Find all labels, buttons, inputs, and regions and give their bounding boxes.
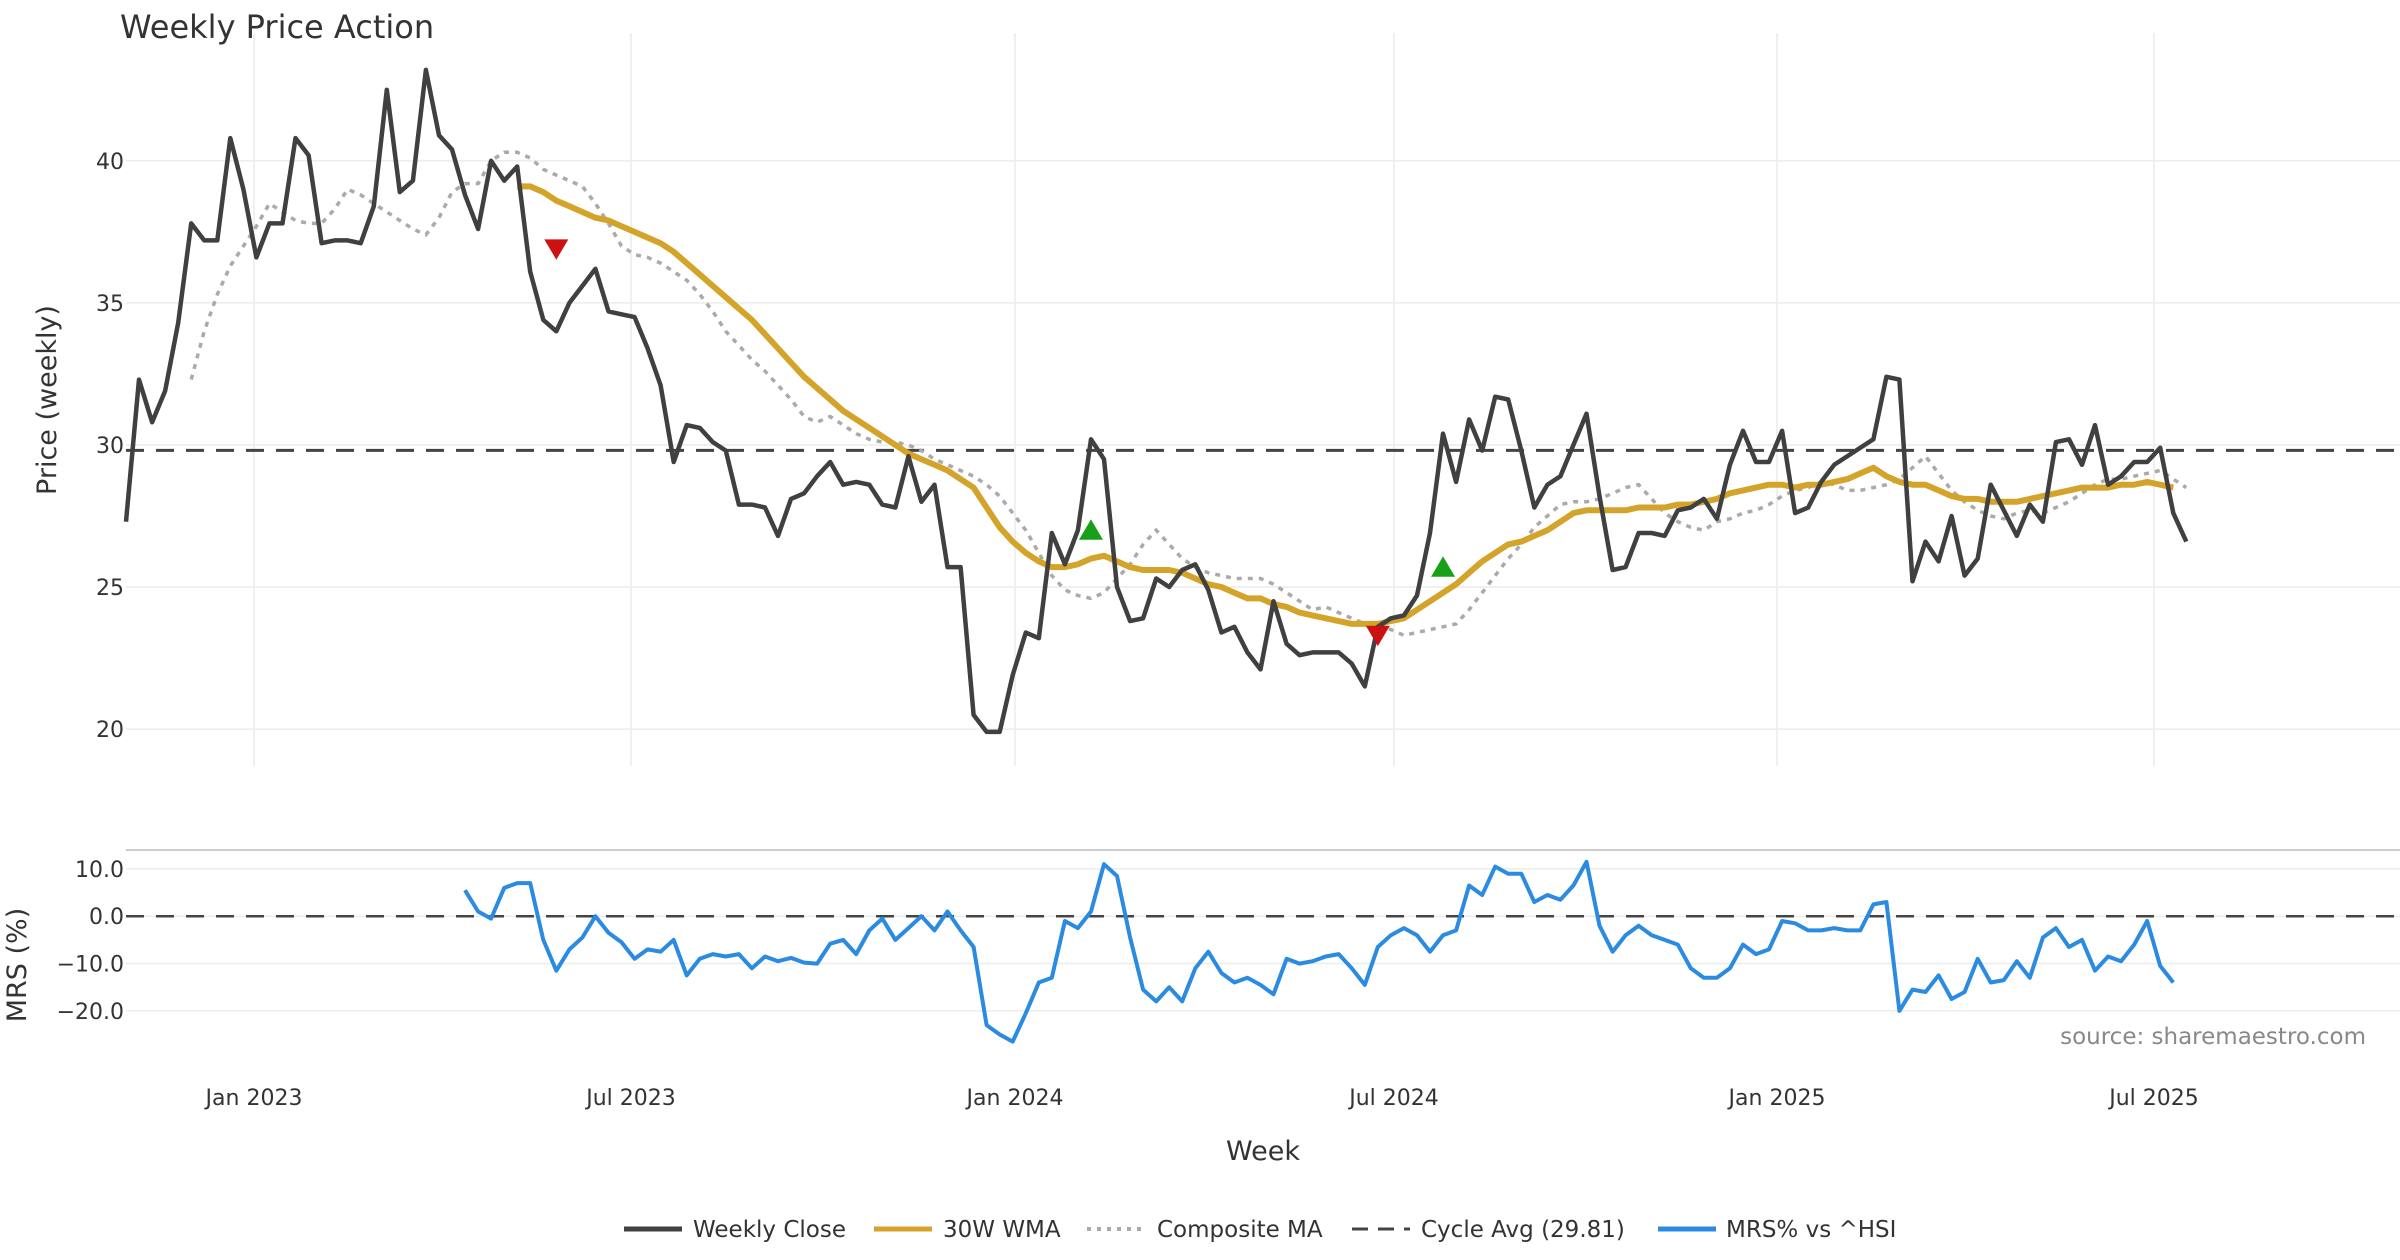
mrs-y-ticks: 10.0 0.0 −10.0 −20.0	[57, 858, 124, 1025]
legend: Weekly Close 30W WMA Composite MA Cycle …	[624, 1217, 1896, 1243]
buy-signal-marker	[1431, 556, 1456, 577]
weekly-close-line	[123, 67, 2189, 735]
price-y-tick-label: 35	[96, 292, 124, 317]
mrs-y-tick-label: 10.0	[75, 858, 124, 883]
mrs-y-axis-title: MRS (%)	[2, 908, 33, 1023]
chart-title: Weekly Price Action	[120, 8, 434, 46]
price-y-tick-label: 25	[96, 576, 124, 601]
x-tick-label: Jul 2024	[1347, 1086, 1439, 1111]
sell-signal-marker	[544, 239, 569, 260]
buy-signal-marker	[1078, 519, 1103, 540]
price-y-tick-label: 30	[96, 434, 124, 459]
wma-30-line	[517, 183, 2174, 627]
legend-label-weekly-close: Weekly Close	[693, 1217, 846, 1243]
top-panel-gridlines	[126, 33, 2400, 766]
price-y-ticks: 20 25 30 35 40	[96, 150, 124, 743]
x-tick-label: Jan 2024	[965, 1086, 1064, 1111]
composite-ma-line	[189, 150, 2188, 638]
x-axis-title: Week	[1226, 1136, 1300, 1167]
x-tick-label: Jan 2023	[204, 1086, 303, 1111]
mrs-line	[463, 859, 2175, 1044]
x-tick-label: Jul 2025	[2107, 1086, 2199, 1111]
mrs-y-tick-label: −10.0	[57, 953, 124, 978]
price-y-axis-title: Price (weekly)	[32, 305, 63, 495]
sell-signal-marker	[1365, 625, 1390, 647]
mrs-y-tick-label: 0.0	[89, 905, 124, 930]
source-caption: source: sharemaestro.com	[2060, 1024, 2366, 1050]
legend-label-composite-ma: Composite MA	[1157, 1217, 1323, 1243]
x-tick-label: Jul 2023	[584, 1086, 676, 1111]
price-y-tick-label: 40	[96, 150, 124, 175]
legend-label-mrs: MRS% vs ^HSI	[1726, 1217, 1896, 1243]
price-y-tick-label: 20	[96, 718, 124, 743]
signal-markers	[544, 239, 1456, 647]
legend-label-wma: 30W WMA	[943, 1217, 1061, 1243]
x-tick-label: Jan 2025	[1727, 1086, 1826, 1111]
mrs-y-tick-label: −20.0	[57, 1000, 124, 1025]
legend-label-cycle-avg: Cycle Avg (29.81)	[1421, 1217, 1625, 1243]
x-axis-ticks: Jan 2023 Jul 2023 Jan 2024 Jul 2024 Jan 2025…	[204, 1086, 2199, 1111]
